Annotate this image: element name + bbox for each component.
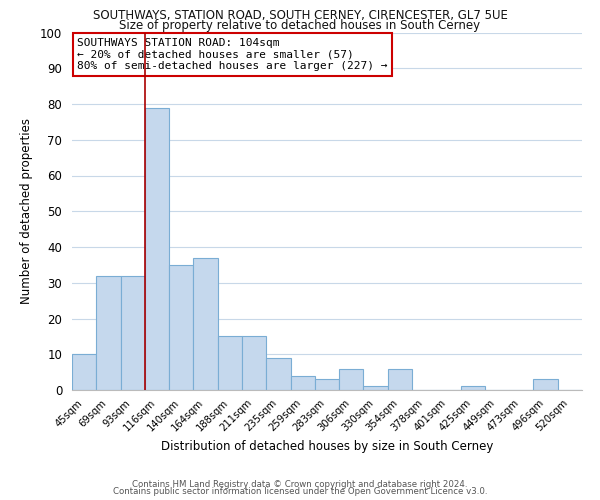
Text: SOUTHWAYS STATION ROAD: 104sqm
← 20% of detached houses are smaller (57)
80% of : SOUTHWAYS STATION ROAD: 104sqm ← 20% of …	[77, 38, 388, 71]
Bar	[121, 276, 145, 390]
Bar	[339, 368, 364, 390]
Bar	[96, 276, 121, 390]
Bar	[388, 368, 412, 390]
Bar	[72, 354, 96, 390]
Bar	[315, 380, 339, 390]
Text: SOUTHWAYS, STATION ROAD, SOUTH CERNEY, CIRENCESTER, GL7 5UE: SOUTHWAYS, STATION ROAD, SOUTH CERNEY, C…	[92, 9, 508, 22]
Text: Contains HM Land Registry data © Crown copyright and database right 2024.: Contains HM Land Registry data © Crown c…	[132, 480, 468, 489]
Bar	[169, 265, 193, 390]
Bar	[145, 108, 169, 390]
Bar	[266, 358, 290, 390]
Y-axis label: Number of detached properties: Number of detached properties	[20, 118, 33, 304]
Bar	[218, 336, 242, 390]
Bar	[461, 386, 485, 390]
Text: Contains public sector information licensed under the Open Government Licence v3: Contains public sector information licen…	[113, 487, 487, 496]
Bar	[364, 386, 388, 390]
Bar	[290, 376, 315, 390]
Text: Size of property relative to detached houses in South Cerney: Size of property relative to detached ho…	[119, 18, 481, 32]
Bar	[242, 336, 266, 390]
Bar	[193, 258, 218, 390]
Bar	[533, 380, 558, 390]
X-axis label: Distribution of detached houses by size in South Cerney: Distribution of detached houses by size …	[161, 440, 493, 453]
